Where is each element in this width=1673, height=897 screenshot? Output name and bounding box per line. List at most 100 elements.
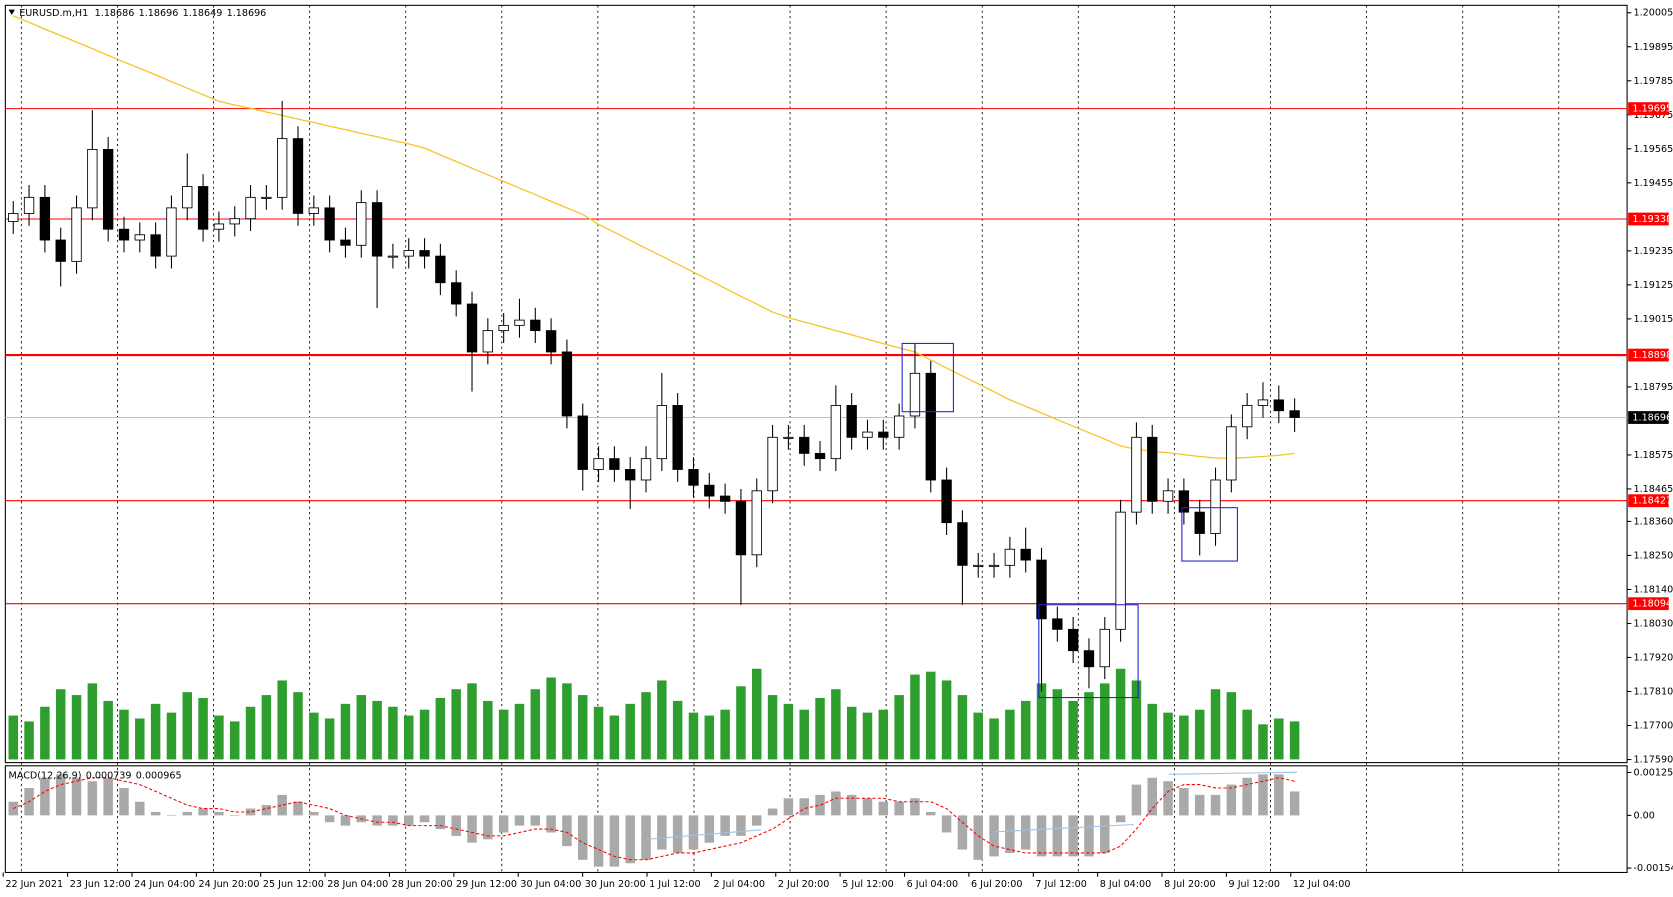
volume-bar [293, 692, 303, 760]
x-tick-label: 24 Jun 20:00 [198, 879, 259, 890]
x-tick-label: 28 Jun 20:00 [392, 879, 453, 890]
macd-bar [1052, 815, 1063, 857]
macd-bar [403, 815, 414, 826]
volume-bar [1210, 689, 1221, 760]
volume-bar [910, 674, 920, 760]
highlight-box [901, 342, 954, 413]
volume-bar [672, 700, 683, 760]
macd-main: 0.000739 [86, 770, 132, 781]
quote-high: 1.18696 [139, 8, 179, 19]
y-tick-label: 1.18795 [1633, 382, 1673, 393]
volume-bar [593, 706, 604, 760]
y-tick-label: 1.19125 [1633, 280, 1673, 291]
main-panel [4, 4, 1628, 764]
volume-bar [1226, 692, 1237, 760]
volume-bar [609, 715, 620, 760]
candle-body [277, 138, 288, 198]
x-tick-label: 1 Jul 12:00 [649, 879, 700, 890]
candle-body [593, 458, 604, 470]
macd-y-tick-label: 0.00 [1633, 810, 1654, 821]
y-tick-label: 1.19675 [1633, 110, 1673, 121]
candle-body [1131, 436, 1142, 513]
y-tick-label: 1.18030 [1633, 618, 1673, 629]
macd-bar [672, 815, 683, 853]
volume-bar [862, 712, 873, 760]
macd-bar [182, 811, 193, 816]
quote-open: 1.18686 [95, 8, 135, 19]
candle-body [577, 415, 588, 470]
candle-body [530, 319, 541, 332]
volume-bar [388, 706, 398, 760]
macd-bar [103, 777, 113, 816]
volume-bar [1258, 724, 1268, 760]
volume-bar [767, 695, 778, 760]
candle-body [182, 186, 193, 209]
candle-body [561, 351, 573, 417]
candle-body [71, 207, 82, 262]
volume-bar [926, 671, 936, 760]
x-tick-label: 23 Jun 12:00 [70, 879, 131, 890]
y-tick-label: 1.17700 [1633, 721, 1673, 732]
macd-bar [577, 815, 588, 860]
volume-bar [641, 692, 651, 760]
macd-bar [483, 815, 493, 840]
candle-body [1273, 399, 1284, 412]
volume-bar [340, 703, 351, 760]
candle-body [704, 484, 715, 497]
volume-bar [704, 715, 715, 760]
y-tick-label: 1.17920 [1633, 652, 1673, 663]
candle-body [1241, 405, 1253, 428]
candle-body [1147, 436, 1158, 502]
candle-body [451, 282, 462, 305]
macd-bar [862, 798, 873, 816]
x-tick-label: 6 Jul 04:00 [907, 879, 958, 890]
macd-bar [1147, 777, 1157, 816]
y-tick-label: 1.19235 [1633, 246, 1673, 257]
macd-bar [119, 788, 129, 816]
macd-bar [1194, 794, 1205, 816]
x-tick-label: 6 Jul 20:00 [971, 879, 1022, 890]
candle-body [39, 196, 51, 241]
level-label: 1.19695 [1632, 104, 1672, 115]
volume-bar [419, 709, 430, 760]
macd-bar [831, 791, 841, 816]
macd-bar [799, 798, 809, 816]
macd-bar [1274, 774, 1284, 816]
volume-bar [1274, 718, 1284, 760]
y-tick-label: 1.19455 [1633, 178, 1673, 189]
candle-body [1067, 628, 1079, 652]
macd-bar [688, 815, 699, 850]
volume-bar [989, 718, 999, 760]
candle-body [909, 372, 921, 417]
menu-arrow[interactable] [8, 9, 15, 15]
volume-bar [277, 680, 287, 760]
volume-bar [1100, 683, 1110, 760]
macd-bar [989, 815, 999, 857]
volume-bar [356, 695, 367, 760]
quote-close: 1.18696 [227, 8, 267, 19]
volume-bar [1005, 709, 1015, 760]
candle-body [799, 436, 810, 454]
macd-bar [720, 815, 730, 836]
macd-bar [783, 798, 794, 816]
candle-body [8, 213, 19, 222]
volume-bar [514, 703, 525, 760]
macd-signal: 0.000965 [136, 770, 182, 781]
volume-bar [166, 712, 177, 760]
volume-bar [815, 697, 825, 760]
volume-bar [783, 703, 794, 760]
volume-bar [182, 692, 193, 760]
macd-bar [435, 815, 446, 830]
volume-bar [1179, 715, 1189, 760]
macd-bar [293, 801, 303, 816]
volume-bar [40, 706, 50, 760]
candle-body [229, 218, 240, 225]
macd-y-tick-label: 0.001255 [1633, 767, 1673, 778]
macd-bar [815, 794, 825, 816]
volume-bar [483, 700, 493, 760]
candle-body [1257, 399, 1269, 406]
candle-body [735, 500, 747, 556]
candle-body [767, 436, 778, 492]
macd-bar [166, 815, 177, 816]
volume-bar [1147, 703, 1157, 760]
